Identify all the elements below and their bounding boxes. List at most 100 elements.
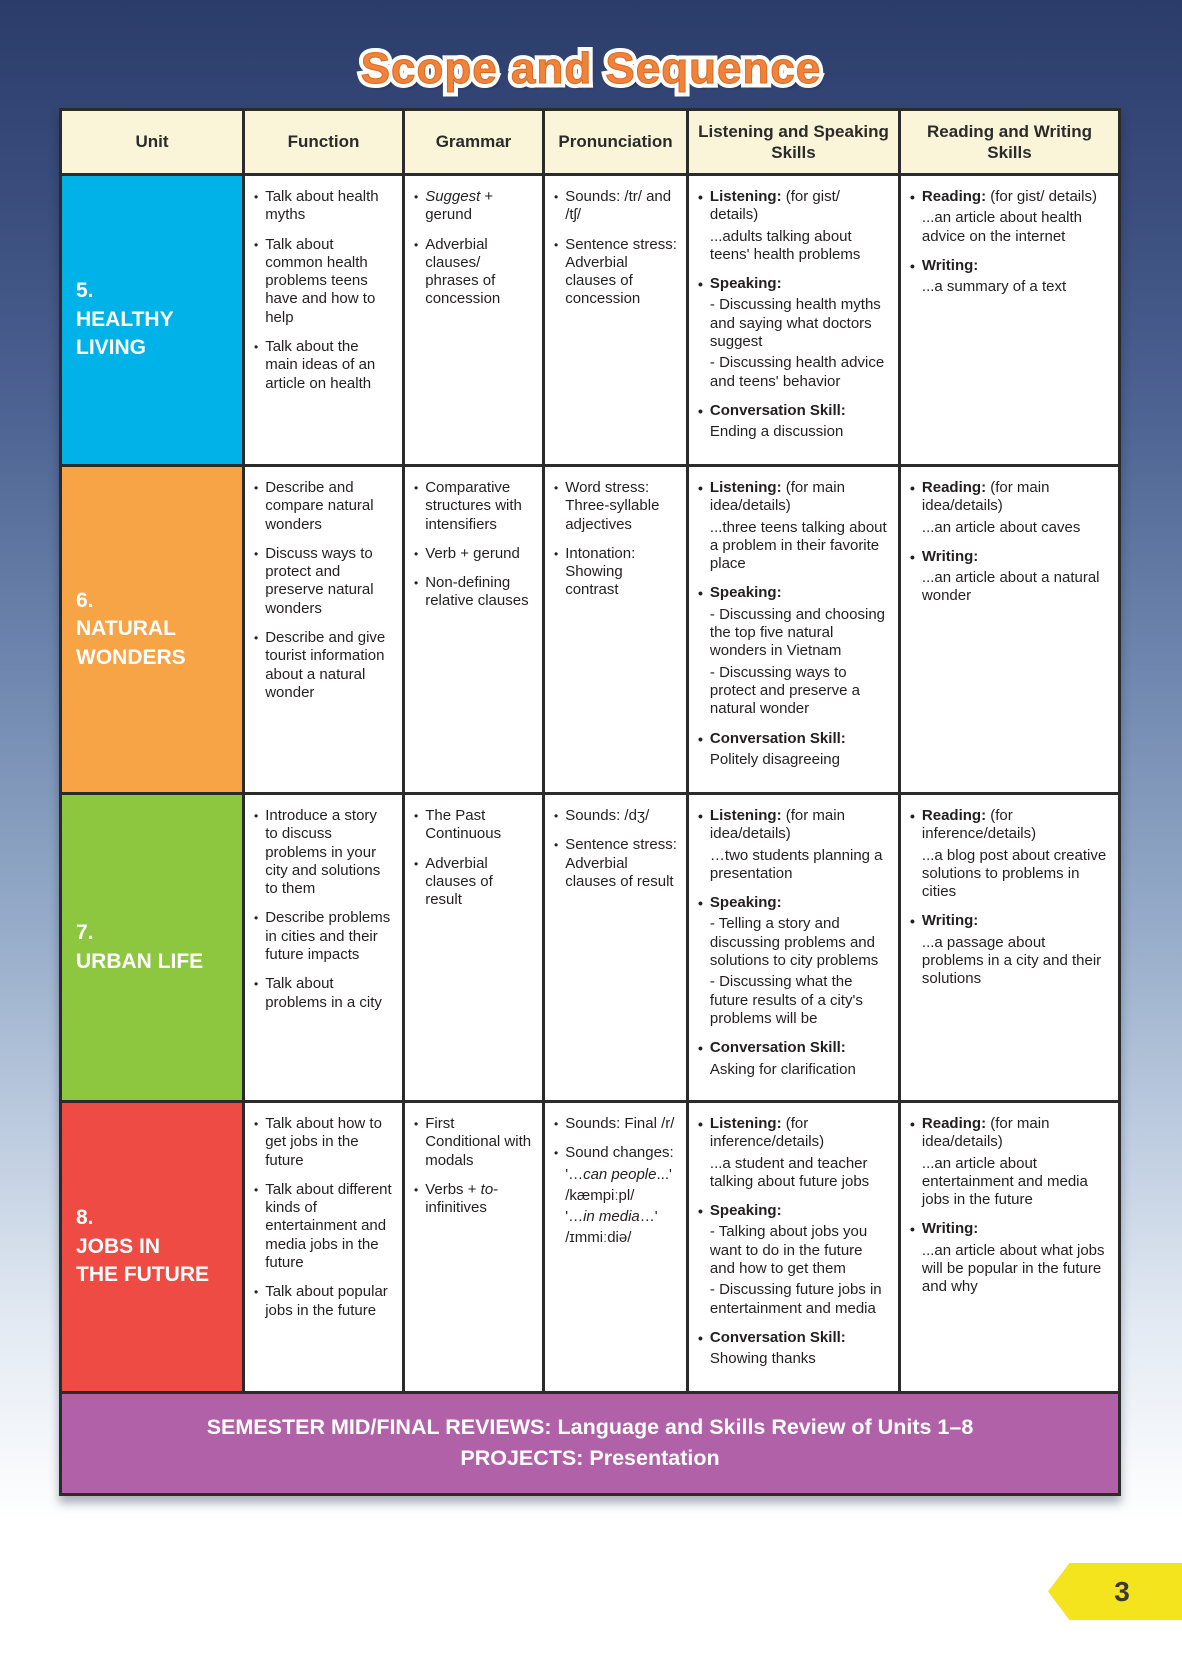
bullet-icon: • — [698, 189, 703, 205]
bullet-icon: • — [414, 576, 419, 591]
bullet-icon: • — [910, 189, 915, 205]
cell-text: Talk about common health problems teens … — [265, 235, 376, 326]
bullet-item: • Reading: (for gist/ details) ...an artic… — [910, 188, 1109, 246]
cell-text: Conversation Skill: Showing thanks — [709, 1328, 846, 1368]
cell-text: Talk about problems in a city — [265, 975, 382, 1011]
bullet-icon: • — [414, 546, 419, 561]
cell-text: Talk about how to get jobs in the future — [265, 1115, 382, 1169]
unit-row-5: 5. HEALTHY LIVING • Talk about health myths •… — [62, 176, 1118, 464]
bullet-item: • Conversation Skill: Ending a discussion — [698, 402, 889, 442]
cell-text: Sounds: Final /r/ — [565, 1115, 675, 1132]
bullet-icon: • — [254, 1285, 259, 1300]
listening-speaking-cell: • Listening: (for main idea/details) ...th… — [689, 467, 898, 792]
grammar-cell: • The Past Continuous • Adverbial clauses o… — [405, 795, 542, 1100]
pronunciation-cell: • Word stress: Three-syllable adjectives •… — [545, 467, 686, 792]
bullet-icon: • — [554, 237, 559, 252]
bullet-item: • Talk about different kinds of entertain… — [254, 1181, 393, 1272]
bullet-icon: • — [910, 548, 915, 565]
unit-row-6: 6. NATURAL WONDERS • Describe and compare na… — [62, 467, 1118, 792]
bullet-item: • Verb + gerund — [414, 545, 533, 563]
cell-text: Discuss ways to protect and preserve nat… — [265, 544, 374, 617]
bullet-item: • Speaking: - Discussing and choosing the … — [698, 584, 889, 718]
bullet-icon: • — [254, 977, 259, 992]
bullet-icon: • — [254, 1182, 259, 1197]
bullet-icon: • — [414, 809, 419, 823]
projects-line: PROJECTS: Presentation — [460, 1446, 720, 1470]
bullet-item: • Listening: (for main idea/details) ...th… — [698, 479, 889, 573]
bullet-item: • Verbs + to-infinitives — [414, 1181, 533, 1218]
bullet-item: • Conversation Skill: Asking for clarifica… — [698, 1039, 889, 1079]
bullet-icon: • — [254, 1117, 259, 1131]
bullet-icon: • — [698, 1116, 703, 1132]
cell-text: Talk about different kinds of entertainm… — [265, 1180, 392, 1272]
cell-text: Talk about health myths — [265, 188, 379, 224]
reading-writing-cell: • Reading: (for main idea/details) ...an a… — [901, 467, 1118, 792]
cell-text: Writing: ...a passage about problems in a… — [921, 912, 1102, 988]
unit-title-cell: 6. NATURAL WONDERS — [62, 467, 242, 792]
cell-text: Sound changes: '…can people...'/kæmpiːpl/… — [565, 1144, 674, 1247]
cell-text: Describe problems in cities and their fu… — [265, 909, 391, 964]
unit-name: NATURAL WONDERS — [76, 617, 186, 669]
grammar-cell: • Suggest + gerund • Adverbial clauses/ phr… — [405, 176, 542, 464]
cell-text: Reading: (for inference/details) ...a blo… — [921, 807, 1107, 901]
cell-text: Sounds: /dʒ/ — [565, 807, 650, 824]
bullet-item: • Listening: (for gist/ details) ...adults… — [698, 188, 889, 264]
cell-text: Non-defining relative clauses — [425, 574, 529, 610]
bullet-icon: • — [910, 808, 915, 824]
bullet-icon: • — [254, 237, 259, 252]
cell-text: Listening: (for main idea/details) ...thr… — [709, 479, 887, 573]
bullet-item: • Talk about popular jobs in the future — [254, 1283, 393, 1320]
bullet-item: • Describe problems in cities and their f… — [254, 909, 393, 964]
bullet-icon: • — [910, 480, 915, 496]
cell-text: Writing: ...an article about a natural wo… — [921, 547, 1100, 605]
bullet-item: • Conversation Skill: Politely disagreeing — [698, 730, 889, 770]
bullet-icon: • — [254, 190, 259, 204]
bullet-icon: • — [698, 730, 703, 747]
bullet-item: • Talk about the main ideas of an article… — [254, 338, 393, 393]
bullet-icon: • — [414, 237, 419, 252]
cell-text: Verb + gerund — [425, 544, 520, 562]
cell-text: Suggest + gerund — [425, 188, 494, 224]
bullet-item: • Speaking: - Talking about jobs you want … — [698, 1202, 889, 1318]
bullet-item: • Writing: ...an article about a natural w… — [910, 548, 1109, 606]
bullet-item: • Writing: ...an article about what jobs w… — [910, 1220, 1109, 1296]
bullet-item: • Describe and give tourist information a… — [254, 629, 393, 702]
cell-text: First Conditional with modals — [425, 1115, 532, 1169]
unit-title-cell: 8. JOBS IN THE FUTURE — [62, 1103, 242, 1391]
bullet-item: • Writing: ...a summary of a text — [910, 257, 1109, 297]
bullet-item: • Describe and compare natural wonders — [254, 479, 393, 534]
bullet-item: • Sounds: /tr/ and /tʃ/ — [554, 188, 677, 225]
cell-text: Writing: ...a summary of a text — [921, 256, 1067, 296]
cell-text: Listening: (for inference/details) ...a s… — [709, 1115, 870, 1190]
cell-text: Speaking: - Telling a story and discussin… — [709, 894, 879, 1027]
bullet-icon: • — [254, 809, 259, 823]
unit-title-cell: 7. URBAN LIFE — [62, 795, 242, 1100]
cell-text: Word stress: Three-syllable adjectives — [565, 479, 660, 533]
bullet-icon: • — [254, 340, 259, 355]
unit-title-cell: 5. HEALTHY LIVING — [62, 176, 242, 464]
bullet-item: • Listening: (for inference/details) ...a … — [698, 1115, 889, 1191]
bullet-item: • Sentence stress: Adverbial clauses of r… — [554, 836, 677, 891]
cell-text: Describe and compare natural wonders — [265, 479, 374, 533]
column-header-grammar: Grammar — [405, 111, 542, 173]
unit-name: JOBS IN THE FUTURE — [76, 1234, 209, 1287]
cell-text: Writing: ...an article about what jobs wi… — [921, 1220, 1105, 1296]
grammar-cell: • Comparative structures with intensifier… — [405, 467, 542, 792]
cell-text: Sentence stress: Adverbial clauses of co… — [565, 235, 677, 308]
bullet-item: • Sound changes: '…can people...'/kæmpiːpl… — [554, 1144, 677, 1247]
page-title: Scope and Sequence Scope and Sequence — [0, 40, 1182, 98]
bullet-icon: • — [910, 257, 915, 274]
column-header-listening: Listening and Speaking Skills — [689, 111, 898, 173]
bullet-icon: • — [698, 1040, 703, 1057]
cell-text: Conversation Skill: Ending a discussion — [709, 401, 846, 441]
unit-number: 8. — [76, 1206, 94, 1230]
unit-number: 5. — [76, 279, 94, 303]
cell-text: Describe and give tourist information ab… — [265, 629, 386, 701]
bullet-item: • Introduce a story to discuss problems i… — [254, 807, 393, 898]
page-title-text: Scope and Sequence — [360, 44, 822, 94]
bullet-item: • Suggest + gerund — [414, 188, 533, 225]
bullet-icon: • — [554, 481, 559, 495]
cell-text: Sentence stress: Adverbial clauses of re… — [565, 836, 677, 890]
bullet-item: • Comparative structures with intensifier… — [414, 479, 533, 534]
bullet-item: • Reading: (for main idea/details) ...an a… — [910, 479, 1109, 537]
